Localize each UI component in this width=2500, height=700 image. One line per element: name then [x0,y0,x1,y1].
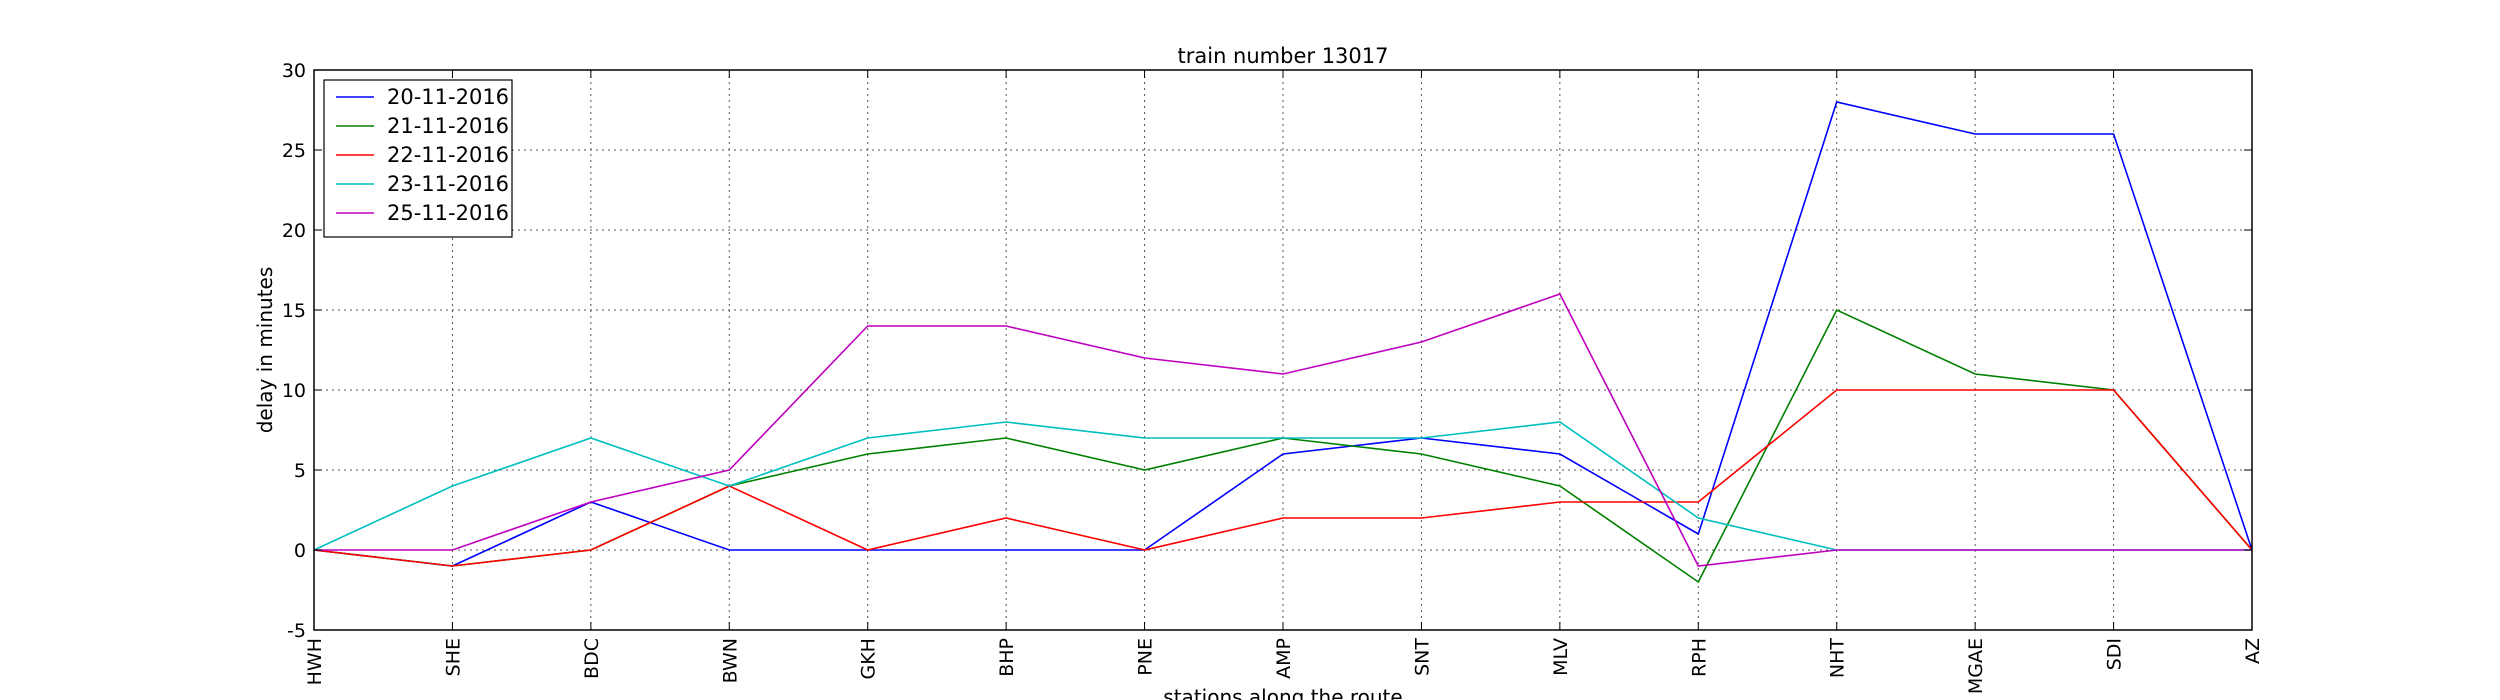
x-tick-label: AMP [1273,638,1295,679]
x-tick-label: SDI [2104,638,2126,670]
series-line-21-11-2016 [313,308,2253,584]
y-tick-label: 30 [282,60,306,82]
y-tick-label: -5 [287,620,306,642]
x-tick-label: GKH [858,638,880,679]
legend-frame [323,79,513,238]
x-tick-label: AZ [2242,638,2264,664]
series-lines [313,101,2253,584]
x-tick-label: RPH [1688,638,1710,677]
x-tick-label: MGAE [1965,638,1987,694]
x-tick-label: PNE [1135,638,1157,676]
grid-lines [313,69,2253,631]
y-tick-label: 5 [294,460,306,482]
x-tick-label: BDC [581,638,603,679]
x-tick-label: MLV [1550,638,1572,676]
x-tick-label: NHT [1827,638,1849,679]
legend-label: 20-11-2016 [387,85,509,109]
x-tick-label: SNT [1411,638,1433,676]
x-tick-label: SHE [442,638,464,676]
y-tick-label: 0 [294,540,306,562]
x-axis-ticks: HWH SHE BDC BWN GKH BHP PNE AMP SNT MLV RPH NHT MGAE… [304,70,2264,694]
y-tick-label: 20 [282,220,306,242]
legend-label: 21-11-2016 [387,114,509,138]
legend-label: 23-11-2016 [387,172,509,196]
series-line-20-11-2016 [313,101,2253,567]
legend-label: 25-11-2016 [387,201,509,225]
legend: 20-11-2016 21-11-2016 22-11-2016 23-11-2016… [323,79,513,238]
y-tick-label: 10 [282,380,306,402]
series-line-25-11-2016 [314,293,2252,567]
legend-label: 22-11-2016 [387,143,509,167]
x-tick-label: BWN [719,638,741,683]
x-axis-label: stations along the route [1163,685,1402,700]
y-axis-ticks: -5 0 5 10 15 20 25 30 [282,60,2252,642]
series-line-22-11-2016 [313,389,2253,567]
y-axis-label: delay in minutes [253,267,277,434]
y-tick-label: 25 [282,140,306,162]
y-tick-label: 15 [282,300,306,322]
chart-title: train number 13017 [1178,44,1389,68]
x-tick-label: HWH [304,638,326,685]
x-tick-label: BHP [996,638,1018,677]
